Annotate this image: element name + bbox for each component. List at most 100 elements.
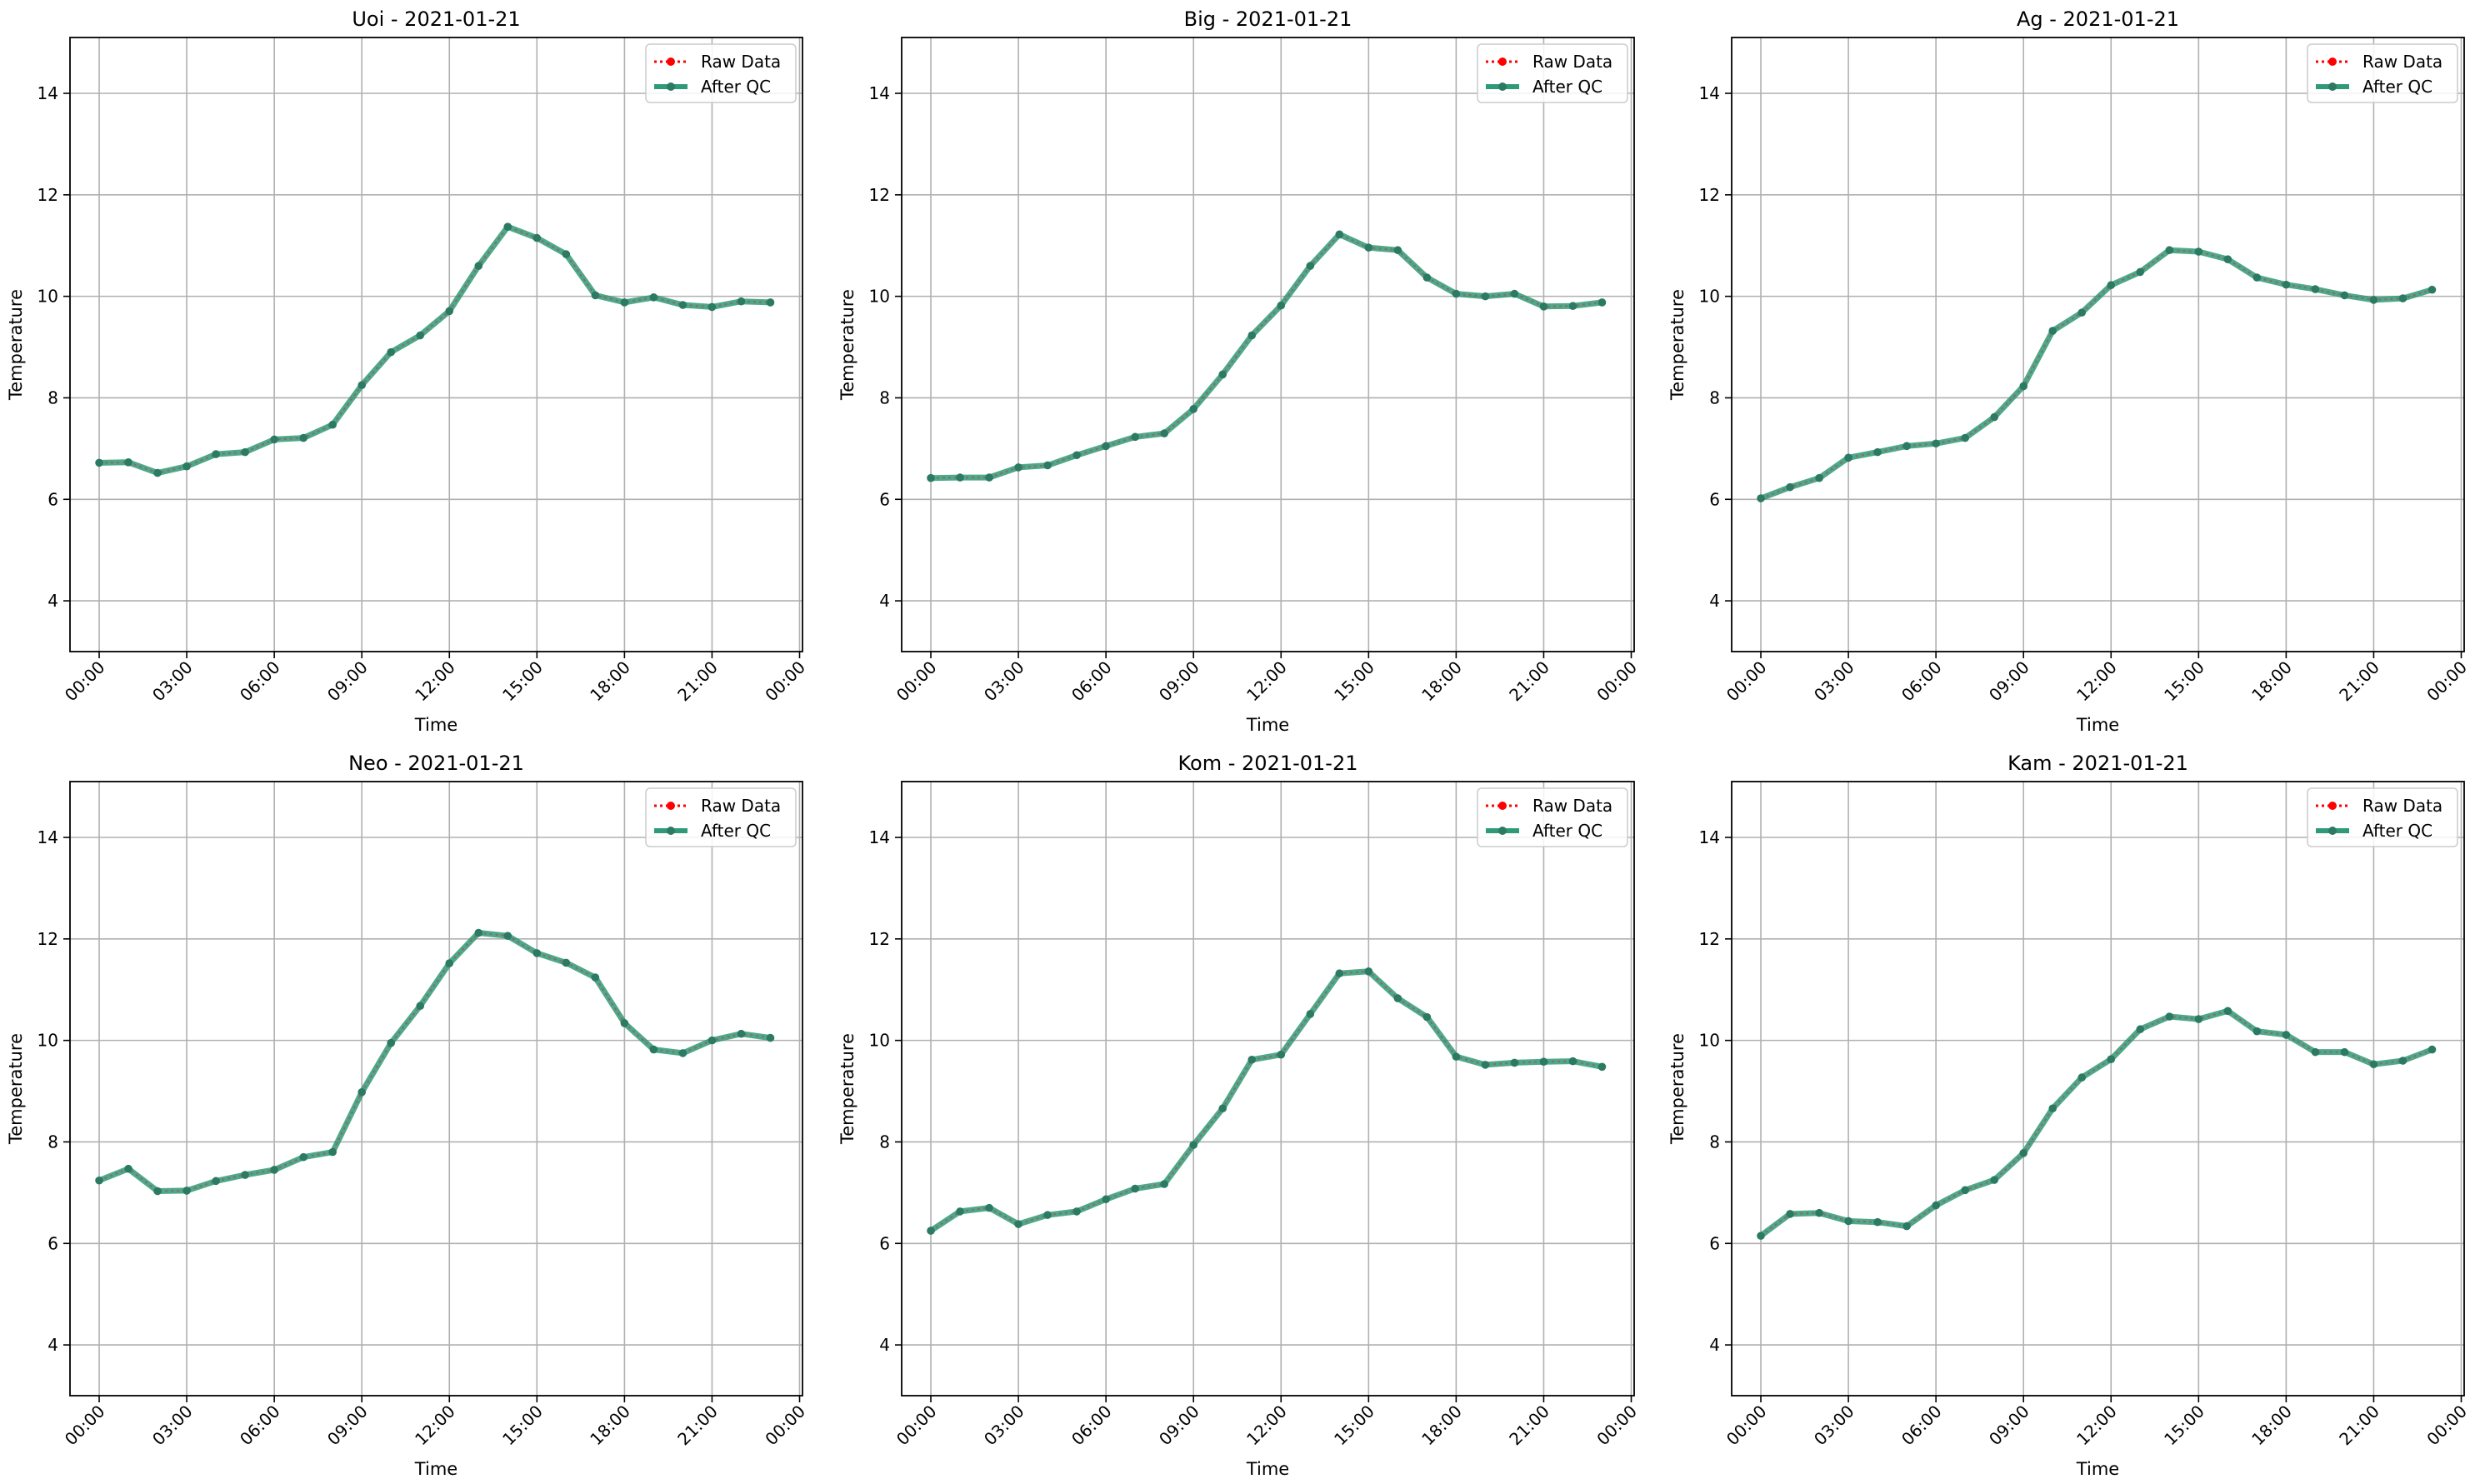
y-tick-label: 8 xyxy=(879,1132,890,1152)
y-tick-label: 12 xyxy=(869,929,890,949)
data-point xyxy=(1481,292,1490,301)
data-point xyxy=(1014,1220,1022,1228)
data-point xyxy=(620,298,629,307)
data-point xyxy=(927,1227,935,1235)
data-point xyxy=(1844,453,1852,462)
data-point xyxy=(1277,301,1286,310)
data-point xyxy=(2252,273,2262,282)
data-point xyxy=(1160,1180,1168,1188)
data-point xyxy=(2136,1025,2145,1034)
x-axis-label: Time xyxy=(2076,1459,2119,1479)
data-point xyxy=(532,949,542,957)
data-point xyxy=(2019,1149,2028,1157)
data-point xyxy=(503,932,512,940)
legend-raw-label: Raw Data xyxy=(1532,52,1612,72)
data-point xyxy=(1248,1055,1257,1064)
x-tick-label: 12:00 xyxy=(1242,657,1291,706)
data-point xyxy=(328,420,337,429)
data-point xyxy=(2282,280,2291,289)
data-point xyxy=(270,435,278,444)
y-tick-label: 12 xyxy=(1699,185,1720,205)
legend-raw-label: Raw Data xyxy=(1532,796,1612,816)
y-tick-label: 8 xyxy=(1709,387,1720,407)
data-point xyxy=(1422,1012,1432,1022)
x-axis-label: Time xyxy=(2076,715,2119,735)
legend-qc-label: After QC xyxy=(701,821,771,841)
legend: Raw Data After QC xyxy=(645,787,797,847)
data-point xyxy=(503,222,512,231)
data-point xyxy=(1786,482,1794,492)
data-point xyxy=(956,1207,964,1216)
x-tick-label: 00:00 xyxy=(61,1402,109,1450)
data-point xyxy=(1844,1217,1852,1226)
data-point xyxy=(153,1187,162,1196)
data-point xyxy=(1189,1141,1198,1149)
legend-raw-label: Raw Data xyxy=(2362,52,2442,72)
data-point xyxy=(2340,1047,2349,1057)
data-point xyxy=(95,1176,103,1185)
x-tick-label: 00:00 xyxy=(2422,1402,2471,1450)
data-point xyxy=(1248,331,1257,340)
x-tick-label: 00:00 xyxy=(61,657,109,706)
data-point xyxy=(1568,1057,1578,1066)
x-tick-label: 06:00 xyxy=(1068,657,1116,706)
legend: Raw Data After QC xyxy=(645,43,797,103)
x-tick-label: 06:00 xyxy=(1898,1402,1946,1450)
data-point xyxy=(1306,262,1315,270)
data-point xyxy=(2165,246,2174,255)
data-point xyxy=(649,1045,658,1054)
legend-qc-label: After QC xyxy=(2362,77,2432,97)
x-tick-label: 18:00 xyxy=(1418,657,1466,706)
x-tick-label: 06:00 xyxy=(236,1402,284,1450)
data-point xyxy=(1961,433,1969,442)
chart-panel: 4 6 8 10 12 14 00:00 03:00 06:00 09:00 12:00 15:00 1… xyxy=(6,7,809,735)
legend: Raw Data After QC xyxy=(2307,787,2458,847)
x-tick-label: 21:00 xyxy=(2335,657,2383,706)
y-tick-label: 6 xyxy=(879,1233,890,1253)
x-tick-label: 21:00 xyxy=(1505,657,1553,706)
data-point xyxy=(1452,1052,1461,1061)
y-tick-label: 12 xyxy=(38,185,58,205)
x-tick-label: 00:00 xyxy=(761,1402,809,1450)
data-point xyxy=(2311,285,2320,293)
data-point xyxy=(1189,405,1198,413)
data-point xyxy=(153,468,162,477)
x-tick-label: 21:00 xyxy=(673,657,722,706)
y-tick-label: 10 xyxy=(1699,287,1720,307)
y-axis-label: Temperature xyxy=(6,1033,26,1145)
x-tick-label: 00:00 xyxy=(1592,657,1641,706)
x-tick-label: 18:00 xyxy=(2248,657,2296,706)
after-qc-series-line xyxy=(98,223,771,477)
data-point xyxy=(2194,1015,2203,1023)
data-point xyxy=(1510,289,1519,298)
plot-frame xyxy=(901,781,1635,1397)
data-point xyxy=(445,959,454,967)
data-point xyxy=(737,297,746,306)
data-point xyxy=(1452,289,1461,298)
data-point xyxy=(358,381,366,390)
y-tick-label: 4 xyxy=(1709,591,1720,611)
y-tick-label: 10 xyxy=(38,287,58,307)
y-tick-label: 12 xyxy=(1699,929,1720,949)
data-point xyxy=(1757,1232,1765,1240)
data-point xyxy=(956,473,964,482)
after-qc-series-line xyxy=(1759,247,2433,502)
data-point xyxy=(2311,1047,2320,1057)
data-point xyxy=(2048,1104,2058,1113)
data-point xyxy=(1786,1210,1794,1218)
data-point xyxy=(1131,1184,1139,1193)
x-tick-label: 06:00 xyxy=(1068,1402,1116,1450)
x-tick-label: 12:00 xyxy=(2072,657,2121,706)
raw-data-series-line xyxy=(1760,249,2432,500)
raw-data-series-line xyxy=(1760,1010,2432,1237)
data-point xyxy=(2252,1027,2262,1036)
data-point xyxy=(416,1002,425,1011)
legend-qc-label: After QC xyxy=(1532,77,1602,97)
y-tick-label: 6 xyxy=(1709,1233,1720,1253)
plot-frame xyxy=(69,781,803,1397)
after-qc-series-line xyxy=(930,231,1602,482)
x-tick-label: 00:00 xyxy=(761,657,809,706)
data-point xyxy=(1815,1208,1823,1217)
data-point xyxy=(1072,1207,1081,1216)
